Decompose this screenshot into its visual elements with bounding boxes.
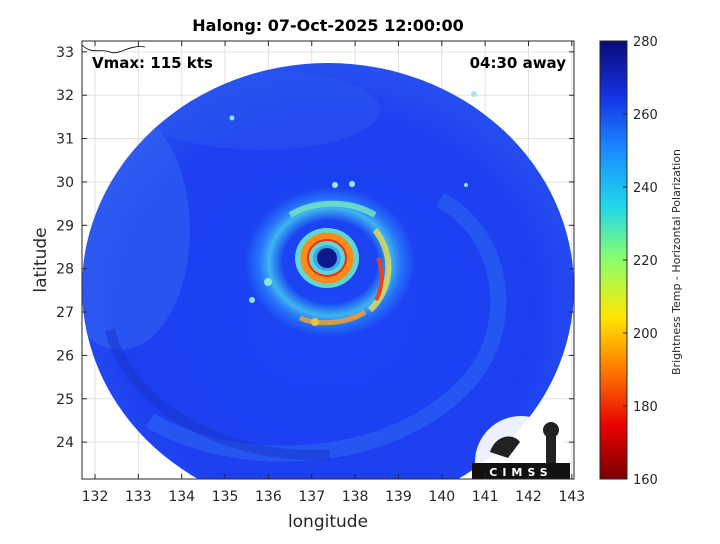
eyewall-red xyxy=(307,239,347,277)
y-tick-label: 32 xyxy=(56,88,74,104)
convective-cell xyxy=(229,115,235,121)
convective-cell xyxy=(311,318,319,326)
coastline xyxy=(81,44,146,54)
logo-disc xyxy=(475,416,567,508)
y-tick-label: 27 xyxy=(56,305,74,321)
x-tick-label: 133 xyxy=(125,489,152,505)
y-tick-label: 26 xyxy=(56,348,74,364)
vmax-label: Vmax: 115 kts xyxy=(92,54,213,72)
y-tick-label: 29 xyxy=(56,218,74,234)
y-tick-label: 24 xyxy=(56,435,74,451)
x-tick-label: 140 xyxy=(428,489,455,505)
logo-banner xyxy=(472,463,570,479)
x-tick-label: 139 xyxy=(385,489,412,505)
x-tick-label: 136 xyxy=(255,489,282,505)
x-axis-ticks: 132 133 134 135 136 137 138 139 140 141 142 143 xyxy=(82,41,585,505)
x-tick-label: 141 xyxy=(472,489,499,505)
chart-title: Halong: 07-Oct-2025 12:00:00 xyxy=(192,16,463,35)
y-tick-label: 33 xyxy=(56,45,74,61)
convective-cell xyxy=(464,183,468,187)
logo-tower-icon xyxy=(546,425,556,465)
x-tick-label: 138 xyxy=(342,489,369,505)
colorbar-tick-label: 280 xyxy=(633,35,658,50)
colorbar-label: Brightness Temp - Horizontal Polarizatio… xyxy=(670,149,683,375)
y-tick-label: 25 xyxy=(56,392,74,408)
logo-dish-icon xyxy=(490,436,520,458)
colorbar-tick-label: 240 xyxy=(633,181,658,196)
storm-eye xyxy=(317,248,337,268)
convective-cell xyxy=(471,91,477,97)
x-tick-label: 132 xyxy=(82,489,109,505)
x-tick-label: 143 xyxy=(558,489,585,505)
rainband-arc-east xyxy=(367,228,392,313)
rainband-arc-north xyxy=(288,200,377,218)
x-tick-label: 135 xyxy=(212,489,239,505)
outer-spiral-band xyxy=(145,192,507,462)
rainband-hot-east xyxy=(374,257,384,302)
eyewall-orange xyxy=(300,232,354,284)
x-tick-label: 134 xyxy=(168,489,195,505)
rainband-arc-south xyxy=(298,309,367,326)
y-axis-label: latitude xyxy=(31,227,51,292)
colorbar-tick-label: 220 xyxy=(633,254,658,269)
colorbar-tick-label: 160 xyxy=(633,473,658,488)
logo-text: CIMSS xyxy=(489,466,552,479)
convective-cell xyxy=(349,181,355,187)
colorbar-tick-label: 180 xyxy=(633,400,658,415)
y-tick-label: 30 xyxy=(56,175,74,191)
logo-tower-top-icon xyxy=(543,422,559,438)
x-axis-label: longitude xyxy=(288,512,368,532)
storm-core xyxy=(229,91,477,337)
convective-cell xyxy=(264,278,272,286)
convective-cell xyxy=(349,315,355,321)
plot-border xyxy=(81,40,575,480)
y-axis-ticks: 24 25 26 27 28 29 30 31 32 33 xyxy=(56,45,574,451)
time-away-label: 04:30 away xyxy=(470,54,567,72)
colorbar-ticks: 160 180 200 220 240 260 280 xyxy=(623,35,658,488)
convective-cell xyxy=(249,297,255,303)
colorbar-tick-label: 200 xyxy=(633,327,658,342)
colorbar-tick-label: 260 xyxy=(633,108,658,123)
x-tick-label: 142 xyxy=(515,489,542,505)
colorbar xyxy=(599,40,628,480)
x-tick-label: 137 xyxy=(298,489,325,505)
convective-cell xyxy=(332,182,338,188)
outer-spiral-band-2 xyxy=(105,328,331,461)
y-tick-label: 28 xyxy=(56,262,74,278)
y-tick-label: 31 xyxy=(56,132,74,148)
cimss-logo: CIMSS xyxy=(472,416,570,508)
